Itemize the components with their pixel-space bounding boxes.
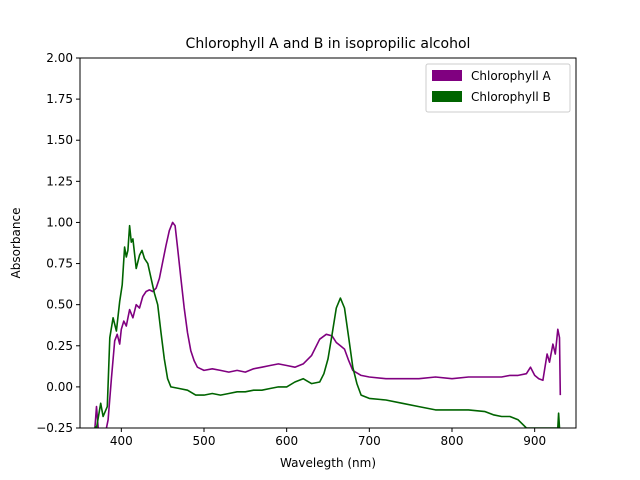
y-tick-label: 0.00 [46,380,73,394]
legend-label-chlorophyll-a: Chlorophyll A [471,69,551,83]
y-tick-label: 2.00 [46,51,73,65]
x-axis: 400 500 600 700 800 900 [110,428,546,448]
y-axis-label: Absorbance [9,208,23,279]
y-tick-label: 0.50 [46,298,73,312]
legend-label-chlorophyll-b: Chlorophyll B [471,90,551,104]
y-tick-label: 1.00 [46,215,73,229]
x-tick-label: 500 [193,434,216,448]
x-tick-label: 400 [110,434,133,448]
y-tick-label: 1.50 [46,133,73,147]
y-tick-label: 0.75 [46,257,73,271]
legend-swatch-chlorophyll-b [432,91,462,102]
y-tick-label: 1.25 [46,174,73,188]
series-line-chlorophyll-b [94,224,561,428]
y-tick-label: 1.75 [46,92,73,106]
legend-swatch-chlorophyll-a [432,70,462,81]
y-axis: −0.25 0.00 0.25 0.50 0.75 1.00 1.25 1.50 1.75 2.0… [36,51,80,435]
x-tick-label: 700 [358,434,381,448]
chart-title: Chlorophyll A and B in isopropilic alcoh… [186,36,471,52]
y-tick-label: −0.25 [36,421,73,435]
y-tick-label: 0.25 [46,339,73,353]
series-line-chlorophyll-a [94,221,562,428]
plot-frame [79,57,577,429]
x-tick-label: 900 [523,434,546,448]
series-group [94,221,562,428]
legend: Chlorophyll A Chlorophyll B [425,63,571,113]
x-tick-label: 800 [441,434,464,448]
x-axis-label: Wavelegth (nm) [280,456,376,470]
x-tick-label: 600 [275,434,298,448]
